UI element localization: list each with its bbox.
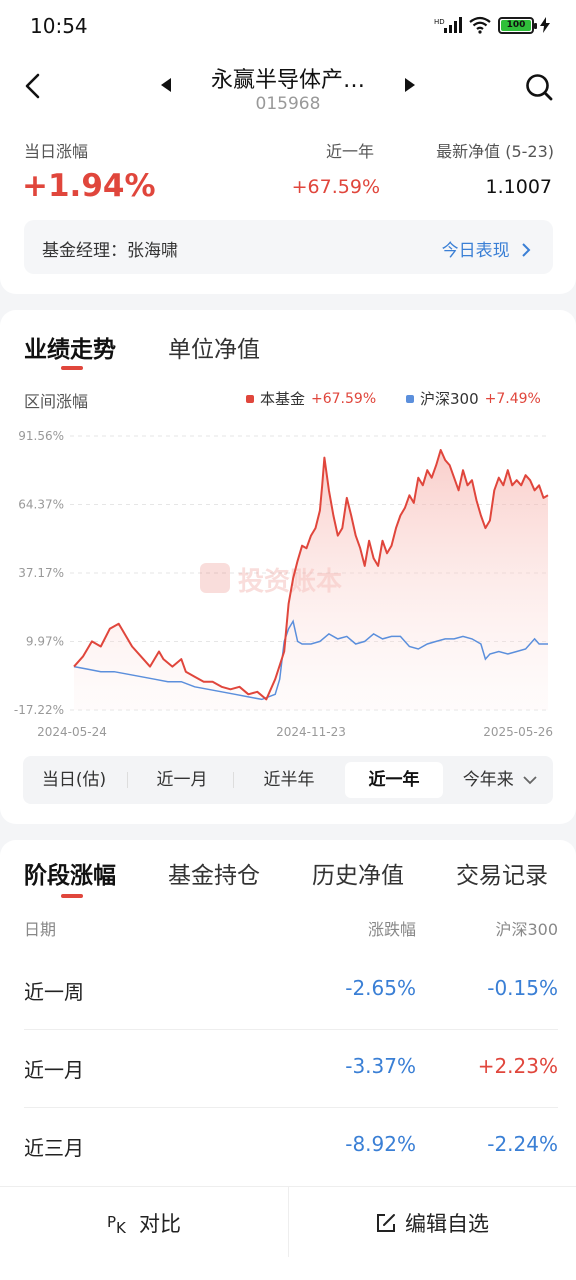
year-change-value: +67.59% [291,176,380,198]
charging-icon [540,17,550,33]
legend-fund: 本基金 +67.59% [246,388,376,409]
fund-area-fill [74,450,548,710]
daily-change-label: 当日涨幅 [24,142,89,161]
previous-fund-icon[interactable] [160,78,172,92]
back-arrow-icon[interactable] [20,72,48,100]
latest-nav-label: 最新净值 (5-23) [436,142,554,161]
row-fund-change: -8.92% [345,1132,416,1156]
tab-unit-nav[interactable]: 单位净值 [168,337,260,363]
edit-icon [377,1214,395,1232]
search-icon[interactable] [524,72,554,102]
status-icons: HD 100 [434,16,550,34]
y-tick-label: 91.56% [18,429,64,443]
today-performance-link[interactable]: 今日表现 [442,236,531,261]
compare-label: 对比 [139,1212,181,1236]
period-ytd-label: 今年来 [462,770,514,790]
row-period-label: 近一月 [24,1058,84,1082]
table-row: 近三月 -8.92% -2.24% [24,1108,558,1186]
x-tick-label: 2024-11-23 [276,725,346,739]
svg-text:HD: HD [434,18,445,26]
year-change-label: 近一年 [326,142,375,161]
y-tick-label: 37.17% [18,566,64,580]
chevron-down-icon [523,776,537,785]
period-half-year[interactable]: 近半年 [263,770,315,790]
wifi-icon [469,16,491,34]
status-bar: 10:54 HD 100 [0,0,576,54]
signal-icon: HD [434,17,462,33]
row-index-change: -0.15% [487,976,558,1000]
tab-history-nav[interactable]: 历史净值 [312,863,404,889]
period-today-estimate[interactable]: 当日(估) [41,770,107,790]
row-index-change: +2.23% [477,1054,558,1078]
legend-index-swatch [406,394,414,403]
bottom-action-bar: P K 对比 编辑自选 [0,1186,576,1280]
row-index-change: -2.24% [487,1132,558,1156]
legend-index-value: +7.49% [484,390,541,407]
x-tick-label: 2025-05-26 [483,725,553,739]
edit-watchlist-label: 编辑自选 [405,1212,489,1236]
table-row: 近一月 -3.37% +2.23% [24,1030,558,1108]
watermark-logo-icon [200,563,230,593]
column-header-date: 日期 [24,920,57,939]
x-tick-label: 2024-05-24 [37,725,107,739]
fund-summary-card: 永赢半导体产… 015968 当日涨幅 +1.94% 近一年 +67.59% 最… [0,54,576,294]
range-change-label: 区间涨幅 [24,392,89,411]
y-tick-label: 9.97% [26,635,64,649]
pk-compare-icon: P K [107,1213,127,1234]
compare-button[interactable]: P K 对比 [0,1187,288,1259]
bottom-divider [288,1187,289,1257]
chevron-right-icon [522,243,531,257]
status-time: 10:54 [30,14,88,38]
tab-stage-returns[interactable]: 阶段涨幅 [24,863,116,889]
fund-code: 015968 [255,94,321,114]
period-divider [233,772,234,788]
period-selector: 当日(估) 近一月 近半年 近一年 今年来 [23,756,553,804]
fund-series-line [73,449,549,701]
column-header-change: 涨跌幅 [367,920,416,939]
edit-watchlist-button[interactable]: 编辑自选 [288,1187,576,1259]
y-tick-label: -17.22% [14,703,64,717]
battery-level: 100 [501,19,531,31]
fund-manager-label: 基金经理：张海啸 [42,241,178,261]
fund-name: 永赢半导体产… [210,68,365,93]
svg-text:K: K [116,1219,127,1234]
period-ytd-dropdown[interactable]: 今年来 [451,762,549,798]
battery-icon: 100 [498,16,537,34]
active-tab-indicator [61,894,83,898]
tab-performance[interactable]: 业绩走势 [24,337,116,363]
legend-index-name: 沪深300 [420,390,479,408]
y-tick-label: 64.37% [18,497,64,511]
legend-fund-name: 本基金 [260,390,306,408]
today-performance-label: 今日表现 [441,241,510,261]
row-period-label: 近一周 [24,980,84,1004]
period-divider [127,772,128,788]
row-fund-change: -3.37% [345,1054,416,1078]
latest-nav-value: 1.1007 [485,176,552,198]
fund-manager-bar[interactable]: 基金经理：张海啸 今日表现 [24,220,553,274]
daily-change-value: +1.94% [22,168,156,204]
performance-chart-card: 业绩走势 单位净值 区间涨幅 本基金 +67.59% 沪深300 +7.49% … [0,310,576,824]
legend-fund-value: +67.59% [311,390,377,407]
row-period-label: 近三月 [24,1136,84,1160]
next-fund-icon[interactable] [404,78,416,92]
index-series-line [73,619,548,701]
legend-fund-swatch [246,394,254,403]
performance-line-chart[interactable]: 投资账本 91.56%64.37%37.17%9.97%-17.22%2024-… [0,420,576,740]
table-row: 近一周 -2.65% -0.15% [24,952,558,1030]
period-one-month[interactable]: 近一月 [156,770,208,790]
column-header-index: 沪深300 [495,920,558,939]
tab-trade-records[interactable]: 交易记录 [456,863,548,889]
svg-text:P: P [107,1213,116,1231]
tab-fund-holdings[interactable]: 基金持仓 [168,863,260,889]
active-tab-indicator [61,366,83,370]
row-fund-change: -2.65% [345,976,416,1000]
period-one-year[interactable]: 近一年 [345,762,443,798]
legend-index: 沪深300 +7.49% [406,388,541,409]
